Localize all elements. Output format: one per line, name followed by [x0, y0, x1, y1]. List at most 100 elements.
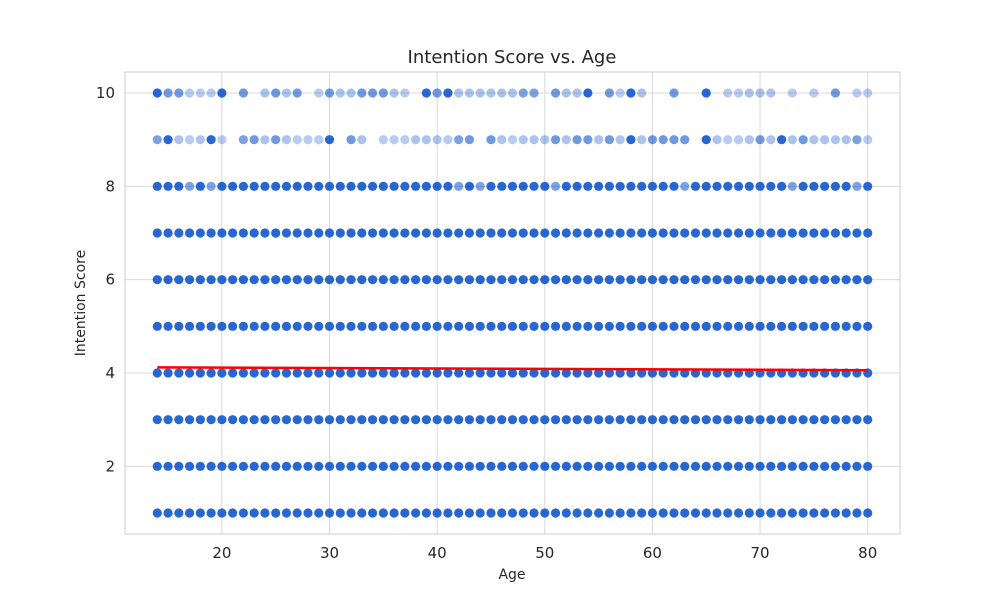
data-point [777, 275, 787, 285]
data-point [529, 181, 539, 191]
data-point [475, 88, 485, 98]
data-point [766, 88, 776, 98]
data-point [281, 368, 292, 378]
data-point [723, 88, 733, 98]
data-point [701, 181, 711, 191]
data-point [712, 181, 722, 191]
data-point [152, 368, 162, 378]
data-point [572, 368, 582, 378]
data-point [766, 181, 776, 191]
data-point [615, 461, 625, 471]
data-point [594, 321, 604, 331]
data-point [195, 181, 205, 191]
data-point [841, 275, 851, 285]
data-point [497, 321, 507, 331]
data-point [841, 181, 851, 191]
data-point [184, 275, 195, 285]
data-point [497, 228, 507, 238]
data-point [820, 275, 830, 285]
data-point [324, 461, 335, 471]
data-point [174, 181, 184, 191]
data-point [583, 415, 593, 425]
data-point [604, 461, 614, 471]
data-point [152, 415, 162, 425]
data-point [174, 461, 184, 471]
data-point [357, 88, 367, 98]
data-point [335, 228, 345, 238]
data-point [787, 135, 797, 145]
data-point [464, 321, 475, 331]
data-point [421, 181, 431, 191]
data-point [260, 415, 270, 425]
data-point [626, 368, 636, 378]
plot-frame [124, 71, 901, 535]
data-point [798, 135, 808, 145]
data-point [454, 321, 464, 331]
data-point [314, 415, 324, 425]
x-tick-label: 30 [320, 544, 339, 562]
data-point [787, 415, 797, 425]
data-point [637, 228, 647, 238]
data-point [604, 321, 614, 331]
data-point [357, 508, 367, 518]
data-point [335, 461, 345, 471]
data-point [324, 321, 335, 331]
data-point [260, 368, 270, 378]
data-point [852, 508, 862, 518]
data-point [518, 321, 528, 331]
data-point [733, 415, 744, 425]
data-point [184, 88, 195, 98]
data-point [378, 275, 388, 285]
data-point [249, 368, 259, 378]
data-point [626, 321, 636, 331]
trend-line [157, 366, 868, 372]
data-point [163, 368, 173, 378]
data-point [518, 461, 528, 471]
data-point [206, 275, 216, 285]
data-point [195, 228, 205, 238]
data-point [680, 181, 690, 191]
data-point [529, 508, 539, 518]
data-point [583, 228, 593, 238]
data-point [389, 228, 399, 238]
data-point [411, 461, 421, 471]
data-point [303, 461, 313, 471]
data-point [701, 321, 711, 331]
data-point [561, 508, 571, 518]
data-point [195, 415, 205, 425]
data-point [464, 275, 475, 285]
data-point [195, 461, 205, 471]
data-point [626, 181, 636, 191]
data-point [680, 228, 690, 238]
data-point [615, 508, 625, 518]
data-point [184, 321, 195, 331]
data-point [184, 228, 195, 238]
data-point [583, 181, 593, 191]
data-point [152, 135, 162, 145]
data-point [303, 228, 313, 238]
data-point [303, 181, 313, 191]
data-point [249, 135, 259, 145]
data-point [443, 415, 453, 425]
data-point [507, 461, 518, 471]
data-point [163, 181, 173, 191]
data-point [723, 461, 733, 471]
data-point [400, 508, 410, 518]
data-point [228, 368, 238, 378]
data-point [658, 275, 668, 285]
data-point [174, 321, 184, 331]
data-point [712, 508, 722, 518]
data-point [475, 181, 485, 191]
data-point [475, 275, 485, 285]
data-point [184, 508, 195, 518]
data-point [604, 88, 614, 98]
data-point [820, 415, 830, 425]
data-point [583, 88, 593, 98]
x-tick-label: 70 [751, 544, 770, 562]
data-point [518, 275, 528, 285]
data-point [389, 135, 399, 145]
data-point [658, 368, 668, 378]
data-point [421, 368, 431, 378]
data-point [647, 415, 658, 425]
data-point [626, 135, 636, 145]
